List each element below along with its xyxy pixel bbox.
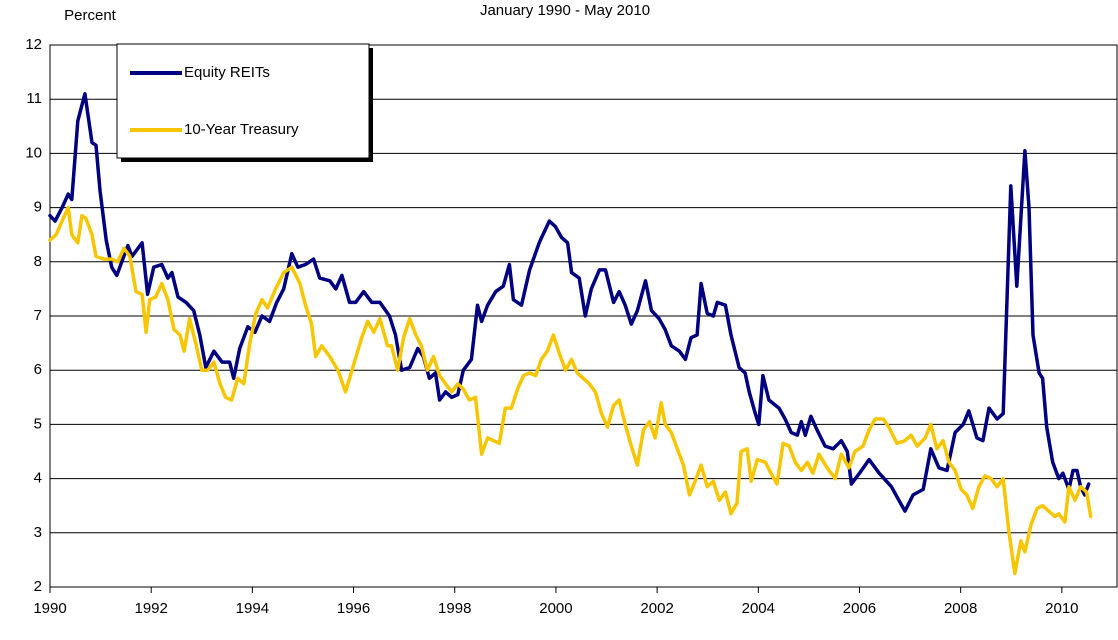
y-tick-label: 7 xyxy=(34,307,42,324)
x-tick-label: 1992 xyxy=(134,600,167,617)
chart-title: January 1990 - May 2010 xyxy=(480,2,650,19)
y-tick-label: 8 xyxy=(34,253,42,270)
x-tick-label: 2010 xyxy=(1045,600,1078,617)
y-axis-label: Percent xyxy=(64,7,117,24)
legend-box xyxy=(116,43,370,159)
x-tick-label: 2000 xyxy=(539,600,572,617)
x-tick-label: 2008 xyxy=(944,600,977,617)
series-line xyxy=(48,205,1093,576)
y-tick-label: 10 xyxy=(25,144,42,161)
y-tick-label: 6 xyxy=(34,361,42,378)
y-tick-label: 3 xyxy=(34,524,42,541)
x-tick-label: 2002 xyxy=(640,600,673,617)
x-tick-label: 1998 xyxy=(438,600,471,617)
y-tick-label: 5 xyxy=(34,415,42,432)
y-tick-label: 9 xyxy=(34,199,42,216)
legend-label: Equity REITs xyxy=(184,64,270,81)
plot-frame xyxy=(49,44,1118,588)
y-tick-label: 12 xyxy=(25,36,42,53)
x-tick-label: 1994 xyxy=(236,600,269,617)
y-tick-label: 2 xyxy=(34,578,42,595)
x-tick-label: 1996 xyxy=(337,600,370,617)
x-tick-label: 1990 xyxy=(33,600,66,617)
legend-label: 10-Year Treasury xyxy=(184,121,299,138)
y-tick-label: 11 xyxy=(26,90,42,107)
y-tick-label: 4 xyxy=(34,470,42,487)
series-line xyxy=(48,92,1091,513)
x-tick-label: 2004 xyxy=(742,600,775,617)
x-tick-label: 2006 xyxy=(843,600,876,617)
